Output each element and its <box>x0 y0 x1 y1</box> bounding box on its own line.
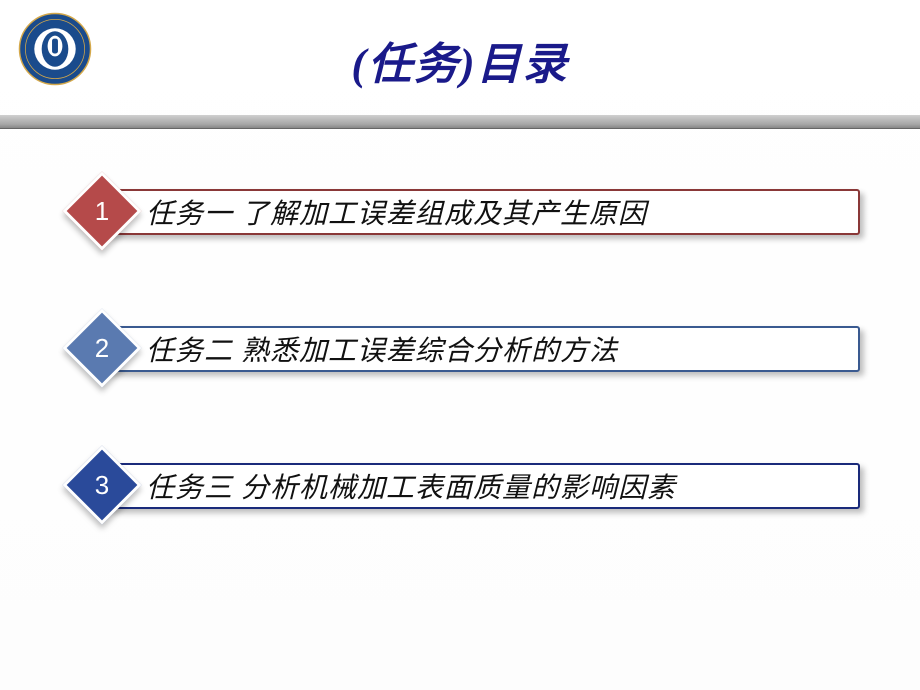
task-number-2: 2 <box>74 320 130 376</box>
task-text-2: 任务二 熟悉加工误差综合分析的方法 <box>146 329 618 369</box>
task-number-1: 1 <box>74 183 130 239</box>
task-bar-1: 任务一 了解加工误差组成及其产生原因 <box>104 189 860 235</box>
task-item-1: 1 任务一 了解加工误差组成及其产生原因 <box>60 180 860 242</box>
task-bar-3: 任务三 分析机械加工表面质量的影响因素 <box>104 463 860 509</box>
header: (任务)目录 <box>0 0 920 130</box>
task-bar-2: 任务二 熟悉加工误差综合分析的方法 <box>104 326 860 372</box>
task-text-1: 任务一 了解加工误差组成及其产生原因 <box>146 192 647 232</box>
task-text-3: 任务三 分析机械加工表面质量的影响因素 <box>146 466 676 506</box>
task-item-3: 3 任务三 分析机械加工表面质量的影响因素 <box>60 454 860 516</box>
page-title: (任务)目录 <box>0 0 920 92</box>
task-item-2: 2 任务二 熟悉加工误差综合分析的方法 <box>60 317 860 379</box>
task-number-3: 3 <box>74 457 130 513</box>
institute-logo <box>18 12 92 86</box>
header-divider <box>0 115 920 129</box>
task-list: 1 任务一 了解加工误差组成及其产生原因 2 任务二 熟悉加工误差综合分析的方法… <box>0 130 920 516</box>
